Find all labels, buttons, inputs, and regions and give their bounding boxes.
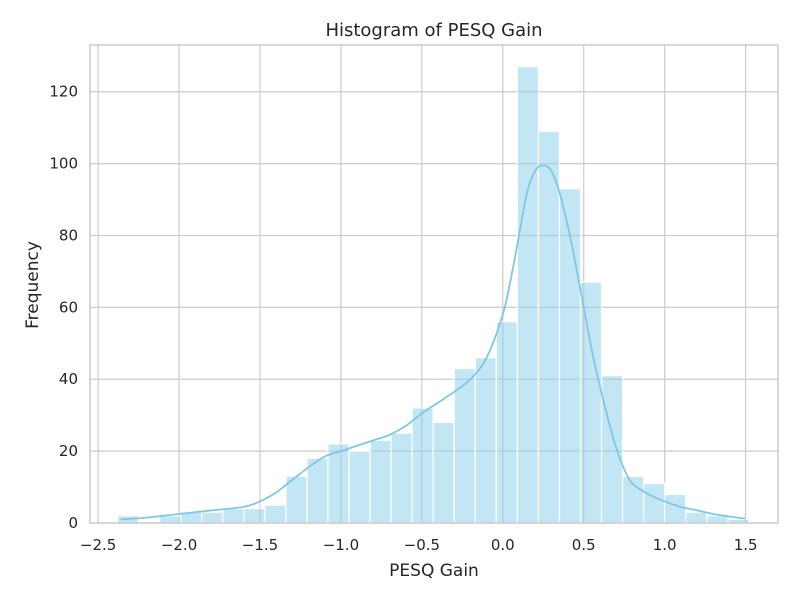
y-tick-label: 80 bbox=[59, 226, 78, 244]
histogram-bar bbox=[411, 407, 434, 524]
y-tick-label: 100 bbox=[49, 155, 78, 173]
x-tick-label: −1.5 bbox=[242, 536, 278, 554]
histogram-bar bbox=[243, 508, 266, 524]
histogram-bar bbox=[453, 367, 476, 524]
x-tick-label: −2.0 bbox=[161, 536, 197, 554]
histogram-bar bbox=[664, 493, 687, 524]
histogram-bar bbox=[432, 421, 455, 524]
histogram-bar bbox=[474, 357, 497, 524]
x-tick-label: 1.0 bbox=[653, 536, 677, 554]
histogram-bar bbox=[579, 281, 603, 524]
histogram-bar bbox=[706, 515, 729, 524]
histogram-bar bbox=[537, 130, 561, 524]
histogram-bars bbox=[116, 65, 750, 524]
kde-line bbox=[120, 164, 746, 521]
plot-frame bbox=[89, 44, 779, 524]
histogram-bar bbox=[348, 450, 371, 524]
histogram-bar bbox=[390, 432, 413, 524]
x-tick-label: 0.5 bbox=[572, 536, 596, 554]
histogram-bar bbox=[685, 511, 708, 524]
histogram-bar bbox=[369, 439, 392, 524]
histogram-bar bbox=[159, 515, 182, 524]
tick-labels: −2.5 −2.0 −1.5 −1.0 −0.5 0.0 0.5 1.0 1.5 0 20 40 60 8… bbox=[49, 83, 757, 554]
kde-curve bbox=[120, 164, 746, 521]
y-tick-label: 40 bbox=[59, 370, 78, 388]
histogram-bar bbox=[201, 511, 224, 524]
x-axis-label: PESQ Gain bbox=[389, 561, 479, 581]
histogram-bar bbox=[643, 482, 666, 524]
plot-border bbox=[89, 44, 779, 524]
y-axis-label: Frequency bbox=[23, 241, 43, 329]
y-tick-label: 20 bbox=[59, 442, 78, 460]
x-tick-label: −2.5 bbox=[80, 536, 116, 554]
x-tick-label: −1.0 bbox=[323, 536, 359, 554]
x-tick-label: 0.0 bbox=[491, 536, 515, 554]
grid bbox=[90, 45, 778, 524]
x-tick-label: −0.5 bbox=[404, 536, 440, 554]
histogram-bar bbox=[327, 443, 350, 524]
y-tick-label: 0 bbox=[68, 514, 78, 532]
chart-title: Histogram of PESQ Gain bbox=[325, 20, 542, 41]
histogram-bar bbox=[516, 65, 540, 524]
histogram-bar bbox=[495, 321, 518, 524]
histogram-bar bbox=[306, 457, 329, 524]
histogram-bar bbox=[264, 504, 287, 524]
histogram-bar bbox=[222, 508, 245, 524]
y-tick-label: 120 bbox=[49, 83, 78, 101]
y-tick-label: 60 bbox=[59, 298, 78, 316]
x-tick-label: 1.5 bbox=[734, 536, 758, 554]
histogram-bar bbox=[600, 375, 624, 524]
